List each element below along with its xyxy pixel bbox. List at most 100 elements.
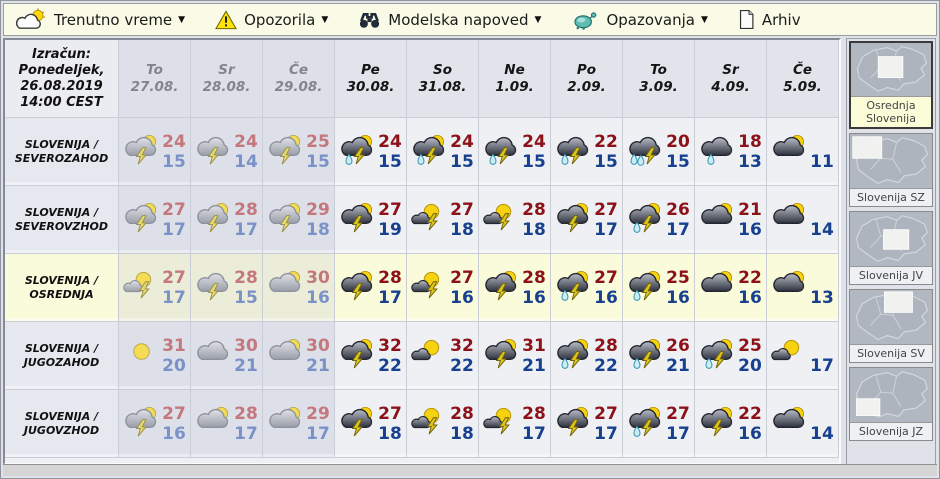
forecast-cell: 28 17 [191,186,263,254]
temp-low: 17 [234,423,258,444]
calc-run-info: Izračun: Ponedeljek, 26.08.2019 14:00 CEST [5,40,119,118]
menu-label: Modelska napoved [388,10,529,29]
forecast-cell: 27 16 [119,390,191,458]
temp-high: 27 [450,199,474,220]
temps: 25 20 [738,336,762,376]
temp-high: 24 [450,131,474,152]
temps: 26 17 [666,200,690,240]
map-label: Slovenija SZ [850,187,932,206]
cloud-sun-lightning-icon [339,337,376,374]
temps: 28 17 [234,404,258,444]
temps: 30 21 [306,336,330,376]
menu-arhiv[interactable]: Arhiv [738,9,801,30]
temp-high: 28 [234,199,258,220]
temp-high: 30 [306,335,330,356]
region-label-slovenija-jugozahod: SLOVENIJA / JUGOZAHOD [5,322,119,390]
dropdown-arrow-icon: ▼ [178,14,186,25]
slovenia-map-icon [850,289,932,344]
day-name: So [433,61,452,78]
day-name: To [146,61,163,78]
map-label: Osrednja Slovenija [851,95,931,127]
menu-opazovanja[interactable]: Opazovanja ▼ [571,10,708,30]
temp-low: 16 [306,287,330,308]
forecast-table-frame: Izračun: Ponedeljek, 26.08.2019 14:00 CEST T… [3,38,841,465]
temp-low: 17 [378,287,402,308]
sun-cloud-lightning-icon [411,269,448,306]
forecast-cell: 29 18 [263,186,335,254]
forecast-cell: 27 17 [119,254,191,322]
temps: 27 17 [666,404,690,444]
sun-cloud-icon [771,337,808,374]
temps: 28 17 [378,268,402,308]
slovenia-map-icon [851,43,931,96]
slovenia-map-icon [850,367,932,422]
forecast-cell: 27 17 [551,186,623,254]
map-slovenija-sz[interactable]: Slovenija SZ [849,132,933,207]
temp-low: 17 [162,287,186,308]
temp-low: 17 [666,423,690,444]
temps: 27 17 [594,404,618,444]
temp-high: 27 [162,199,186,220]
temps: 32 22 [450,336,474,376]
temp-low: 15 [522,151,546,172]
calc-line: Ponedeljek, [18,62,105,78]
temp-low: 17 [306,423,330,444]
temp-high [810,336,834,356]
temp-high: 27 [594,267,618,288]
temp-high: 29 [306,403,330,424]
map-slovenija-jz[interactable]: Slovenija JZ [849,366,933,441]
day-name: Ne [504,61,525,78]
temp-low: 22 [450,355,474,376]
temp-high: 28 [234,267,258,288]
temp-low: 17 [522,423,546,444]
temps: 17 [810,336,834,376]
day-name: Pe [361,61,380,78]
forecast-cell: 27 16 [407,254,479,322]
temps: 27 18 [378,404,402,444]
map-slovenija-sv[interactable]: Slovenija SV [849,288,933,363]
temps: 24 15 [378,132,402,172]
temp-low: 13 [810,287,834,308]
temp-high: 27 [666,403,690,424]
temp-high: 25 [666,267,690,288]
temps: 21 16 [738,200,762,240]
temp-low: 14 [810,219,834,240]
cloud-sun-icon [771,201,808,238]
temps: 27 18 [450,200,474,240]
menu-trenutno-vreme[interactable]: Trenutno vreme ▼ [16,7,186,32]
temp-high: 27 [594,199,618,220]
temps: 28 22 [594,336,618,376]
forecast-cell: 28 17 [479,390,551,458]
map-osrednja-slovenija[interactable]: Osrednja Slovenija [849,41,933,129]
forecast-cell: 31 20 [119,322,191,390]
menu-modelska-napoved[interactable]: Modelska napoved ▼ [358,10,541,29]
temp-low: 20 [738,355,762,376]
cloud-sun-icon [267,269,304,306]
temp-low: 19 [378,219,402,240]
menu-opozorila[interactable]: Opozorila ▼ [215,9,328,30]
temp-high: 24 [234,131,258,152]
cloud-rain-icon [699,133,736,170]
forecast-cell: 28 18 [479,186,551,254]
temp-high: 27 [450,267,474,288]
forecast-cell: 27 16 [551,254,623,322]
cloud-sun-lightning-icon [339,269,376,306]
document-icon [738,9,755,30]
day-date: 29.08. [274,78,323,95]
temp-low: 17 [594,423,618,444]
sun-cloud-lightning-icon [483,201,520,238]
forecast-cell: 20 15 [623,118,695,186]
temp-low: 16 [738,219,762,240]
forecast-cell: 24 14 [191,118,263,186]
cloud-sun-lightning-icon [555,201,592,238]
temp-high: 31 [162,335,186,356]
temp-low: 22 [594,355,618,376]
day-date: 5.09. [783,78,822,95]
map-slovenija-jv[interactable]: Slovenija JV [849,210,933,285]
temp-low: 21 [666,355,690,376]
forecast-cell: 32 22 [335,322,407,390]
forecast-cell: 24 15 [335,118,407,186]
temp-low: 15 [162,151,186,172]
temps: 11 [810,132,834,172]
